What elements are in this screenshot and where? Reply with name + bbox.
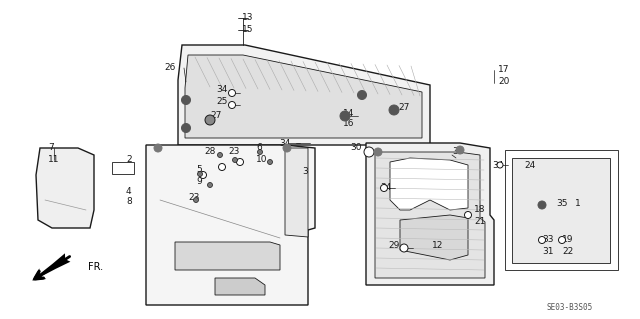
Text: SE03-B3S05: SE03-B3S05 (547, 303, 593, 313)
Circle shape (205, 115, 215, 125)
Circle shape (497, 162, 503, 168)
Text: 10: 10 (256, 155, 268, 165)
Text: 11: 11 (48, 155, 60, 165)
Text: 16: 16 (342, 120, 354, 129)
Circle shape (200, 172, 207, 179)
Circle shape (283, 144, 291, 152)
Polygon shape (512, 158, 610, 263)
Text: 24: 24 (524, 160, 535, 169)
Text: 2: 2 (126, 155, 132, 165)
Text: 34: 34 (381, 183, 392, 192)
Text: 26: 26 (164, 63, 176, 72)
Text: 34: 34 (216, 85, 228, 94)
Text: 31: 31 (542, 248, 554, 256)
Polygon shape (390, 158, 468, 210)
Text: FR.: FR. (88, 262, 103, 272)
Text: 22: 22 (562, 248, 573, 256)
Text: 7: 7 (48, 144, 54, 152)
Text: 5: 5 (196, 166, 202, 174)
Polygon shape (185, 55, 422, 138)
Text: 23: 23 (228, 147, 239, 157)
Text: 35: 35 (556, 199, 568, 209)
Text: 15: 15 (243, 26, 253, 34)
Circle shape (465, 211, 472, 219)
Text: 21: 21 (474, 218, 485, 226)
Polygon shape (400, 215, 468, 260)
Text: 6: 6 (256, 144, 262, 152)
Polygon shape (178, 45, 430, 145)
Circle shape (381, 184, 387, 191)
Text: 25: 25 (216, 98, 228, 107)
Circle shape (538, 201, 546, 209)
Text: 3: 3 (302, 167, 308, 176)
Circle shape (154, 144, 162, 152)
Circle shape (182, 95, 191, 105)
Circle shape (228, 90, 236, 97)
Text: 18: 18 (474, 205, 486, 214)
Text: 20: 20 (498, 78, 509, 86)
Text: 9: 9 (196, 177, 202, 187)
Text: 13: 13 (243, 13, 253, 23)
Circle shape (538, 236, 545, 243)
Polygon shape (36, 148, 94, 228)
Text: 33: 33 (542, 235, 554, 244)
Text: 19: 19 (562, 235, 573, 244)
Circle shape (182, 123, 191, 132)
Circle shape (389, 105, 399, 115)
Circle shape (228, 101, 236, 108)
Circle shape (207, 182, 212, 188)
Text: 34: 34 (493, 160, 504, 169)
Text: 12: 12 (432, 241, 444, 250)
Text: 17: 17 (498, 65, 509, 75)
Circle shape (559, 236, 566, 243)
Polygon shape (175, 242, 280, 270)
Text: 34: 34 (280, 138, 291, 147)
Polygon shape (146, 145, 315, 305)
Circle shape (358, 91, 367, 100)
Circle shape (456, 146, 464, 154)
Text: 23: 23 (188, 194, 200, 203)
Circle shape (257, 150, 262, 154)
Circle shape (198, 172, 202, 176)
Polygon shape (285, 148, 308, 237)
Text: 8: 8 (126, 197, 132, 206)
Text: 32: 32 (452, 147, 463, 157)
Circle shape (400, 244, 408, 252)
Circle shape (364, 147, 374, 157)
Text: 29: 29 (388, 241, 400, 250)
Circle shape (232, 158, 237, 162)
Circle shape (218, 152, 223, 158)
Polygon shape (215, 278, 265, 295)
Text: 1: 1 (575, 199, 580, 209)
Circle shape (237, 159, 243, 166)
Polygon shape (366, 143, 494, 285)
Circle shape (218, 164, 225, 170)
Text: 28: 28 (205, 147, 216, 157)
Circle shape (193, 197, 198, 203)
Polygon shape (505, 150, 618, 270)
Text: 27: 27 (398, 103, 410, 113)
Circle shape (340, 111, 350, 121)
Text: 14: 14 (342, 108, 354, 117)
Circle shape (268, 160, 273, 165)
Polygon shape (375, 152, 485, 278)
Text: 27: 27 (211, 112, 222, 121)
Text: 30: 30 (351, 144, 362, 152)
Text: 4: 4 (126, 188, 132, 197)
Circle shape (374, 148, 382, 156)
FancyBboxPatch shape (112, 162, 134, 174)
